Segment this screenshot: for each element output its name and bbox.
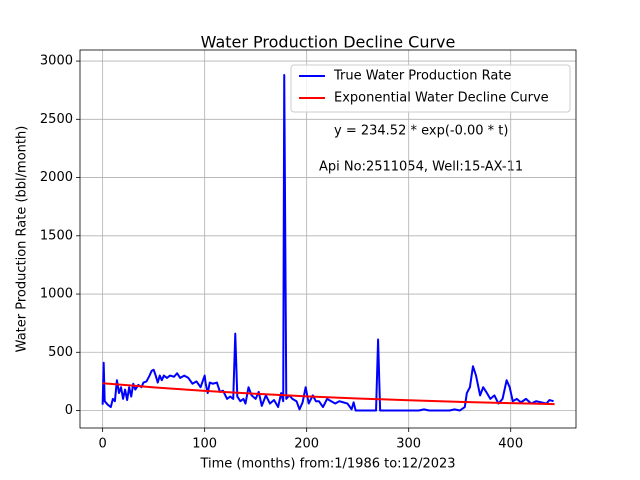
y-tick-label: 1500 (40, 228, 73, 243)
y-tick-label: 2000 (40, 170, 73, 185)
legend-label: True Water Production Rate (333, 69, 511, 84)
chart-title: Water Production Decline Curve (201, 33, 456, 52)
legend-box (290, 64, 571, 113)
x-tick-label: 100 (192, 437, 217, 452)
y-tick-label: 3000 (40, 54, 73, 69)
y-tick-label: 0 (65, 403, 73, 418)
y-tick-label: 2500 (40, 112, 73, 127)
x-tick-label: 300 (396, 437, 421, 452)
x-tick-label: 0 (99, 437, 107, 452)
x-tick-label: 200 (294, 437, 319, 452)
y-axis-label: Water Production Rate (bbl/month) (15, 126, 30, 353)
x-tick-label: 400 (498, 437, 523, 452)
annotation: y = 234.52 * exp(-0.00 * t) (334, 124, 508, 139)
y-tick-label: 500 (48, 345, 73, 360)
legend-label: Exponential Water Decline Curve (334, 91, 549, 106)
series-line (101, 74, 554, 412)
annotation: Api No:2511054, Well:15-AX-11 (319, 160, 523, 175)
axes-frame (79, 49, 577, 429)
series-line (102, 382, 555, 406)
y-tick-label: 1000 (40, 287, 73, 302)
x-axis-label: Time (months) from:1/1986 to:12/2023 (199, 457, 455, 472)
